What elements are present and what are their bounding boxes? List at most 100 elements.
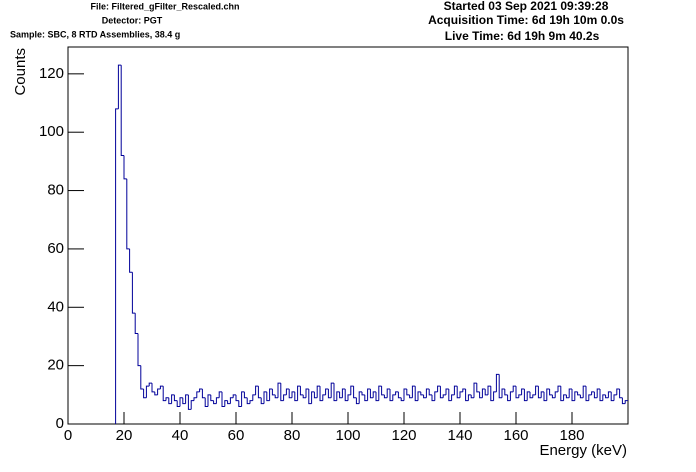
histogram-bin — [470, 394, 474, 399]
x-tick-label: 120 — [391, 427, 416, 444]
histogram-bin — [344, 388, 348, 402]
y-axis-label: Counts — [12, 48, 29, 96]
histogram-bin — [501, 388, 505, 398]
histogram-bin — [232, 394, 236, 398]
histogram-bin — [246, 397, 250, 405]
detector-label: Detector: PGT — [102, 15, 163, 25]
histogram-bin — [207, 394, 211, 407]
y-tick-label: 120 — [39, 65, 64, 82]
histogram-bin — [358, 391, 362, 404]
histogram-bin — [599, 388, 603, 402]
histogram-bin — [624, 400, 628, 404]
histogram-bin — [563, 394, 567, 401]
histogram-bin — [423, 394, 427, 399]
histogram-bin — [549, 388, 553, 396]
histogram-bin — [453, 385, 458, 395]
histogram-bin — [507, 394, 511, 402]
histogram-bin — [201, 388, 206, 399]
histogram-bin — [333, 383, 337, 402]
histogram-bin — [224, 400, 228, 407]
histogram-bin — [305, 388, 309, 398]
histogram-bin — [157, 388, 161, 395]
frame — [67, 46, 629, 425]
histogram-bin — [145, 385, 150, 398]
histogram-bin — [210, 394, 214, 402]
histogram-bin — [347, 394, 351, 401]
histogram-bin — [131, 272, 136, 314]
y-tick-label: 0 — [56, 415, 64, 432]
histogram-bin — [439, 386, 444, 399]
histogram-bin — [294, 391, 298, 402]
histogram-bin — [596, 388, 600, 398]
histogram-bin — [199, 388, 203, 392]
histogram-bin — [565, 394, 570, 399]
histogram-bin — [529, 391, 533, 399]
histogram-bin — [255, 385, 259, 395]
histogram-bin — [535, 385, 539, 395]
histogram-bin — [302, 394, 306, 399]
histogram-bin — [560, 386, 564, 402]
histogram-bin — [397, 391, 402, 399]
histogram-bin — [479, 391, 483, 399]
histogram-bin — [414, 386, 418, 402]
histogram-bin — [602, 394, 606, 401]
histogram-bin — [173, 394, 178, 402]
histogram-bin — [481, 388, 486, 398]
histogram-bin — [137, 333, 141, 367]
histogram-bin — [330, 382, 334, 398]
histogram-bin — [375, 391, 379, 402]
histogram-bin — [129, 248, 133, 273]
x-axis-label: Energy (keV) — [539, 442, 627, 459]
sample-label: Sample: SBC, 8 RTD Assemblies, 38.4 g — [10, 29, 180, 39]
histogram-bin — [487, 385, 491, 395]
histogram-bin — [187, 394, 192, 410]
histogram-bin — [148, 382, 152, 387]
histogram-bin — [490, 386, 494, 402]
histogram-bin — [319, 386, 323, 402]
histogram-bin — [406, 388, 410, 396]
histogram-bin — [140, 365, 144, 390]
histogram-bin — [176, 400, 180, 407]
histogram-bin — [285, 388, 290, 395]
histogram-bin — [266, 391, 270, 402]
histogram-bin — [215, 397, 220, 404]
histogram-bin — [367, 388, 371, 401]
histogram-bin — [400, 397, 404, 402]
histogram-bin — [571, 388, 575, 402]
histogram-bin — [417, 391, 421, 401]
histogram-bin — [568, 388, 572, 398]
histogram-bin — [165, 397, 169, 401]
histogram-bin — [378, 385, 382, 401]
histogram-bin — [621, 397, 626, 405]
histogram-bin — [350, 385, 354, 395]
histogram-bin — [613, 394, 617, 401]
histogram-bin — [523, 388, 528, 402]
histogram-bin — [229, 397, 234, 404]
histogram-bin — [243, 391, 248, 399]
histogram-bin — [252, 394, 256, 401]
histogram-bin — [459, 391, 463, 398]
histogram-bin — [162, 386, 166, 402]
x-tick-label: 100 — [335, 427, 360, 444]
histogram-bin — [582, 385, 586, 398]
histogram-bin — [190, 400, 194, 410]
histogram-bin — [134, 313, 138, 335]
acquisition-label: Acquisition Time: 6d 19h 10m 0.0s — [428, 13, 624, 27]
histogram-bin — [120, 65, 124, 157]
histogram-bin — [616, 388, 620, 395]
histogram-bin — [462, 388, 466, 392]
histogram-bin — [437, 385, 441, 392]
histogram-bin — [117, 64, 122, 109]
x-tick-label: 160 — [503, 427, 528, 444]
histogram-bin — [126, 178, 130, 250]
histogram-bin — [257, 386, 262, 399]
y-tick-label: 20 — [47, 357, 64, 374]
histogram-bin — [263, 391, 267, 404]
histogram-bin — [361, 391, 365, 396]
histogram-bin — [403, 388, 407, 401]
histogram-bin — [221, 391, 225, 407]
histogram-bin — [543, 391, 547, 402]
live-label: Live Time: 6d 19h 9m 40.2s — [445, 29, 600, 43]
histogram-bin — [518, 394, 522, 398]
